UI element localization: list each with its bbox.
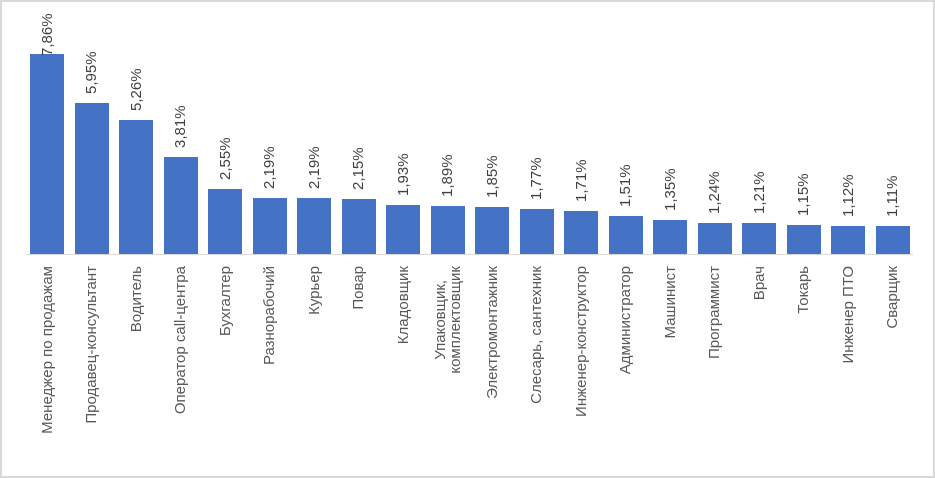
- value-label: 5,95%: [83, 51, 100, 94]
- category-label: Продавец-консультант: [83, 266, 100, 471]
- category-label-text: Повар: [350, 266, 367, 310]
- bar: [831, 225, 865, 254]
- category-label-text: Слесарь, сантехник: [528, 266, 545, 404]
- category-label-text: Сварщик: [884, 266, 901, 329]
- bar: [163, 157, 198, 254]
- category-label: Сварщик: [884, 266, 901, 471]
- bar: [519, 209, 554, 254]
- value-label: 2,19%: [305, 146, 323, 190]
- category-label: Кладовщик: [394, 266, 412, 471]
- value-label: 1,71%: [572, 159, 590, 202]
- category-label: Программист: [706, 266, 723, 471]
- value-label: 3,81%: [172, 105, 189, 149]
- category-label-text: Кладовщик: [394, 266, 412, 345]
- bar: [697, 222, 732, 254]
- category-label-text: Разнорабочий: [261, 266, 278, 366]
- value-label: 7,86%: [38, 13, 56, 57]
- category-label-text: Водитель: [127, 266, 145, 333]
- category-label: Инженер-конструктор: [572, 266, 590, 471]
- x-axis-line: [26, 254, 913, 255]
- bar: [119, 120, 153, 254]
- bar: [297, 198, 331, 254]
- category-label-text: Инженер ПТО: [839, 266, 857, 364]
- value-label: 2,55%: [216, 137, 234, 181]
- value-label: 1,51%: [617, 164, 634, 207]
- bar: [74, 102, 109, 254]
- value-label: 2,19%: [261, 146, 278, 190]
- category-label-text: Продавец-консультант: [83, 266, 100, 424]
- category-label-text: Администратор: [617, 266, 634, 375]
- category-label-text: Программист: [706, 266, 723, 359]
- value-label: 1,89%: [439, 154, 456, 197]
- category-label: Курьер: [305, 266, 323, 471]
- bar: [386, 204, 420, 254]
- category-label: Токарь: [795, 266, 812, 471]
- category-label-text: Машинист: [661, 266, 679, 339]
- value-label: 1,11%: [884, 175, 901, 217]
- category-label: Машинист: [661, 266, 679, 471]
- value-label: 1,15%: [795, 173, 812, 216]
- value-label: 1,12%: [839, 174, 857, 217]
- category-label: Повар: [350, 266, 367, 471]
- category-label: Водитель: [127, 266, 145, 471]
- category-label: Менеджер по продажам: [38, 266, 56, 471]
- bar: [475, 207, 509, 254]
- value-label: 1,93%: [394, 153, 412, 196]
- category-label-text: Оператор call-центра: [172, 266, 189, 415]
- bar: [30, 54, 64, 254]
- bar: [608, 215, 643, 254]
- bar: [341, 199, 376, 254]
- bar: [208, 189, 242, 254]
- bar: [653, 219, 687, 254]
- value-label: 1,21%: [750, 171, 768, 215]
- category-label-text: Токарь: [795, 266, 812, 314]
- value-label: 1,35%: [661, 168, 679, 211]
- category-label-text: Менеджер по продажам: [38, 266, 56, 434]
- bar: [742, 223, 776, 254]
- value-label: 2,15%: [350, 147, 367, 191]
- bar: [564, 210, 598, 254]
- value-label: 5,26%: [127, 68, 145, 112]
- category-label: Слесарь, сантехник: [528, 266, 545, 471]
- category-label-text: Курьер: [305, 266, 323, 315]
- category-label-text: Врач: [750, 266, 768, 301]
- bar: [430, 205, 465, 254]
- value-label: 1,85%: [483, 155, 501, 198]
- bar: [786, 224, 821, 254]
- category-label-text: Бухгалтер: [216, 266, 234, 337]
- value-label: 1,77%: [528, 157, 545, 201]
- category-label: Упаковщик, комплектовщик: [431, 266, 464, 471]
- category-label: Электромонтажник: [483, 266, 501, 471]
- bar: [252, 198, 287, 254]
- category-label: Бухгалтер: [216, 266, 234, 471]
- category-label-text: Инженер-конструктор: [572, 266, 590, 417]
- category-label-text: Упаковщик, комплектовщик: [431, 266, 464, 374]
- bar: [875, 225, 910, 254]
- value-label: 1,24%: [706, 170, 723, 214]
- category-label-text: Электромонтажник: [483, 266, 501, 399]
- category-label: Разнорабочий: [261, 266, 278, 471]
- category-label: Оператор call-центра: [172, 266, 189, 471]
- category-label: Администратор: [617, 266, 634, 471]
- category-label: Инженер ПТО: [839, 266, 857, 471]
- category-label: Врач: [750, 266, 768, 471]
